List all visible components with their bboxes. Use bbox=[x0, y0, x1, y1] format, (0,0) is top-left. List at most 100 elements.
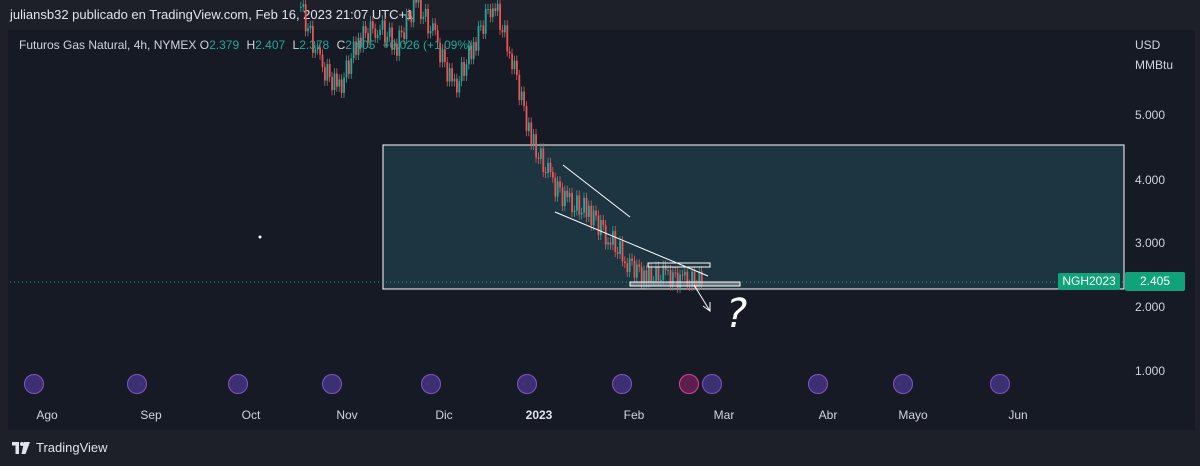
candle-body bbox=[468, 45, 470, 65]
candle-body bbox=[496, 3, 499, 12]
candle-body bbox=[525, 106, 528, 132]
candle-body bbox=[374, 28, 377, 38]
candle-body bbox=[472, 42, 475, 60]
candle-body bbox=[386, 36, 389, 43]
candle-body bbox=[633, 260, 636, 278]
time-tick-year: 2023 bbox=[525, 408, 553, 422]
candle-body bbox=[441, 49, 444, 63]
candle-body bbox=[424, 8, 427, 17]
event-icon[interactable] bbox=[322, 374, 342, 394]
tradingview-logo[interactable]: TradingView bbox=[12, 440, 108, 455]
time-tick: Abr bbox=[818, 408, 838, 422]
dividend-event-icon[interactable] bbox=[679, 374, 699, 394]
event-icon[interactable] bbox=[24, 374, 44, 394]
candle-body bbox=[324, 67, 326, 81]
resistance-band bbox=[647, 262, 711, 268]
candle-body bbox=[338, 79, 341, 87]
last-price-tag: 2.405 bbox=[1125, 272, 1185, 291]
candle-body bbox=[631, 258, 633, 261]
candle-body bbox=[422, 16, 425, 19]
candle-body bbox=[379, 29, 381, 36]
candle-body bbox=[532, 134, 535, 145]
candle-body bbox=[319, 47, 321, 55]
candle-body bbox=[415, 0, 417, 3]
time-tick: Nov bbox=[336, 408, 358, 422]
candle-body bbox=[552, 171, 554, 178]
dot-marker bbox=[258, 235, 262, 239]
candle-body bbox=[348, 60, 350, 74]
candle-body bbox=[595, 210, 597, 216]
candle-body bbox=[460, 62, 463, 82]
candle-body bbox=[434, 23, 437, 31]
candle-body bbox=[501, 29, 504, 33]
event-icon[interactable] bbox=[228, 374, 248, 394]
price-tick: 5.000 bbox=[1135, 108, 1166, 122]
candle-body bbox=[302, 4, 305, 7]
event-icon[interactable] bbox=[893, 374, 913, 394]
price-tick: 4.000 bbox=[1135, 173, 1166, 187]
question-mark: ? bbox=[726, 291, 748, 337]
candle-body bbox=[686, 271, 689, 285]
candle-body bbox=[640, 267, 643, 284]
event-icon[interactable] bbox=[517, 374, 537, 394]
candle-body bbox=[588, 205, 590, 217]
event-icon[interactable] bbox=[990, 374, 1010, 394]
candle-body bbox=[638, 264, 641, 268]
time-tick: Dic bbox=[435, 408, 453, 422]
candle-body bbox=[667, 270, 669, 272]
candle-body bbox=[304, 4, 307, 32]
candle-body bbox=[592, 210, 595, 226]
trend-drawings bbox=[554, 164, 741, 312]
candle-body bbox=[343, 77, 345, 93]
candle-body bbox=[590, 205, 593, 226]
symbol-legend[interactable]: Futuros Gas Natural, 4h, NYMEX O2.379 H2… bbox=[19, 38, 476, 52]
currency-label[interactable]: USD bbox=[1135, 38, 1161, 52]
candle-body bbox=[465, 64, 468, 76]
candle-body bbox=[700, 271, 703, 285]
candle-body bbox=[451, 68, 453, 82]
brand-name: TradingView bbox=[36, 440, 108, 455]
candle-body bbox=[393, 43, 396, 50]
candle-body bbox=[408, 13, 410, 16]
price-tick: 2.000 bbox=[1135, 300, 1166, 314]
candle-body bbox=[559, 181, 561, 188]
candle-body bbox=[427, 8, 429, 34]
candle-body bbox=[604, 225, 607, 245]
candle-body bbox=[504, 25, 506, 33]
candle-body bbox=[444, 49, 446, 63]
candle-body bbox=[300, 6, 302, 8]
candle-body bbox=[388, 27, 391, 37]
candle-body bbox=[345, 60, 348, 78]
candle-body bbox=[612, 231, 614, 245]
lower-trendline bbox=[554, 211, 709, 277]
time-tick: Sep bbox=[140, 408, 162, 422]
event-icon[interactable] bbox=[127, 374, 147, 394]
event-icon[interactable] bbox=[612, 374, 632, 394]
low-label: L bbox=[292, 38, 300, 52]
candle-body bbox=[456, 78, 458, 93]
candle-body bbox=[369, 21, 372, 43]
candle-body bbox=[645, 270, 648, 283]
unit-label[interactable]: MMBtu bbox=[1135, 58, 1174, 72]
candle-body bbox=[487, 8, 489, 10]
candle-body bbox=[448, 68, 451, 82]
event-icon[interactable] bbox=[421, 374, 441, 394]
time-tick: Oct bbox=[241, 408, 261, 422]
time-tick: Mayo bbox=[898, 408, 928, 422]
candles bbox=[300, 0, 703, 293]
candle-body bbox=[530, 122, 533, 145]
candle-body bbox=[684, 271, 686, 276]
candle-body bbox=[511, 53, 513, 70]
candle-body bbox=[499, 3, 501, 30]
candle-body bbox=[331, 76, 333, 91]
candle-body bbox=[676, 272, 679, 288]
candle-body bbox=[312, 25, 314, 53]
candle-body bbox=[475, 42, 477, 51]
tradingview-logo-icon bbox=[12, 441, 30, 454]
candle-body bbox=[571, 192, 573, 212]
event-icon[interactable] bbox=[702, 374, 722, 394]
candle-body bbox=[662, 265, 665, 280]
candle-body bbox=[336, 73, 338, 87]
event-icon[interactable] bbox=[808, 374, 828, 394]
